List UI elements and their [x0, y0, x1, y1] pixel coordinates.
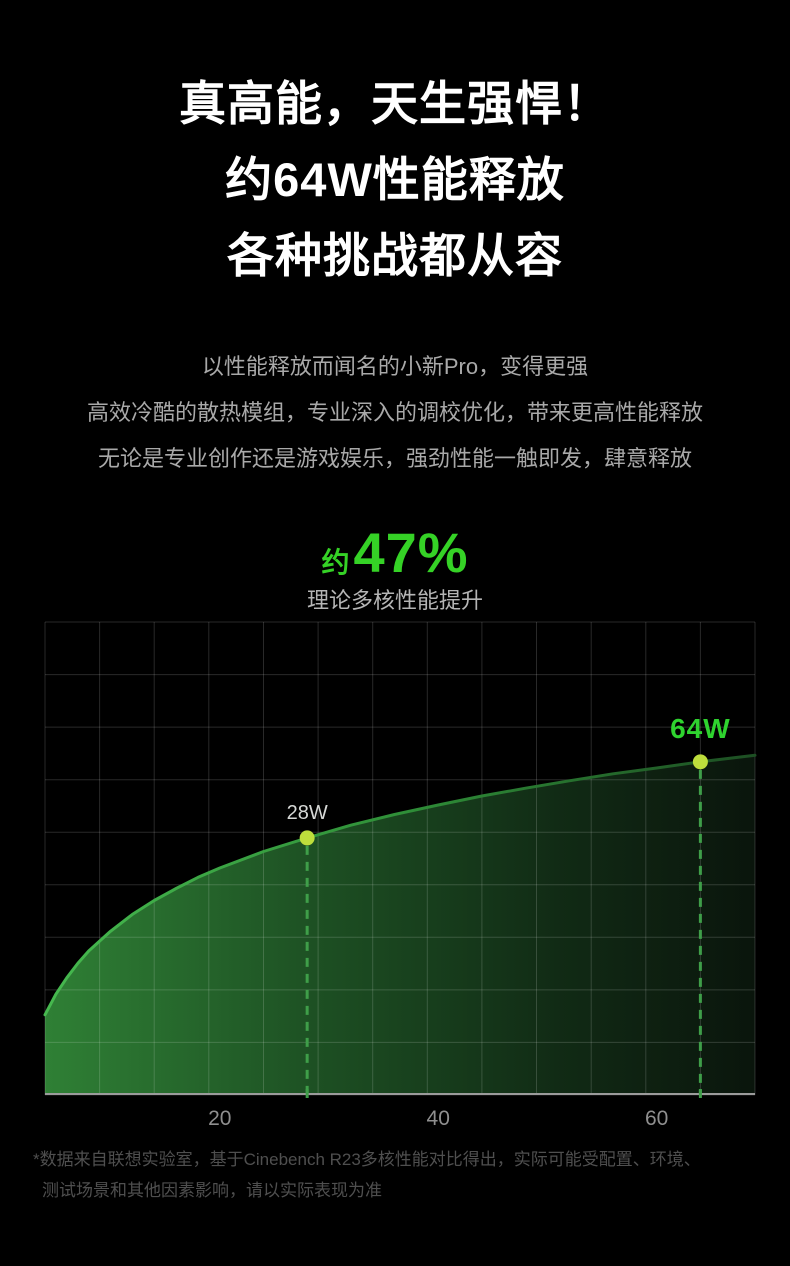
subtitle-line-2: 高效冷酷的散热模组，专业深入的调校优化，带来更高性能释放 [86, 400, 703, 425]
title-line-2: 约64W性能释放 [225, 153, 565, 206]
stat-caption: 理论多核性能提升 [306, 588, 483, 613]
performance-area [45, 755, 755, 1095]
subtitle: 以性能释放而闻名的小新Pro，变得更强 高效冷酷的散热模组，专业深入的调校优化，… [0, 344, 790, 482]
performance-chart: 28W 64W 20 40 60 [43, 621, 757, 1130]
stat-prefix: 约 [321, 547, 350, 578]
x-tick-label-60: 60 [645, 1107, 669, 1130]
chart-labels-layer: 28W 64W 20 40 60 [45, 622, 755, 1130]
x-tick-label-20: 20 [208, 1107, 232, 1130]
marker-dot-28w [299, 830, 315, 846]
marker-label-28w: 28W [286, 801, 328, 824]
footnote-line-2: 测试场景和其他因素影响，请以实际表现为准 [42, 1181, 382, 1200]
marker-dot-64w [692, 754, 708, 770]
marker-label-64w: 64W [670, 712, 731, 744]
subtitle-line-1: 以性能释放而闻名的小新Pro，变得更强 [201, 354, 589, 379]
footnote: *数据来自联想实验室，基于Cinebench R23多核性能对比得出，实际可能受… [33, 1144, 773, 1206]
stat-highlight: 约 47% [0, 520, 790, 585]
subtitle-line-3: 无论是专业创作还是游戏娱乐，强劲性能一触即发，肆意释放 [97, 446, 692, 471]
title-line-1: 真高能，天生强悍！ [179, 77, 611, 130]
performance-curve [43, 753, 757, 1017]
performance-chart-svg [43, 621, 757, 1098]
footnote-line-1: *数据来自联想实验室，基于Cinebench R23多核性能对比得出，实际可能受… [33, 1150, 701, 1169]
title-line-3: 各种挑战都从容 [227, 229, 563, 282]
x-tick-label-40: 40 [426, 1107, 450, 1130]
page-title: 真高能，天生强悍！ 约64W性能释放 各种挑战都从容 [0, 66, 790, 294]
stat-value: 47% [353, 521, 469, 584]
